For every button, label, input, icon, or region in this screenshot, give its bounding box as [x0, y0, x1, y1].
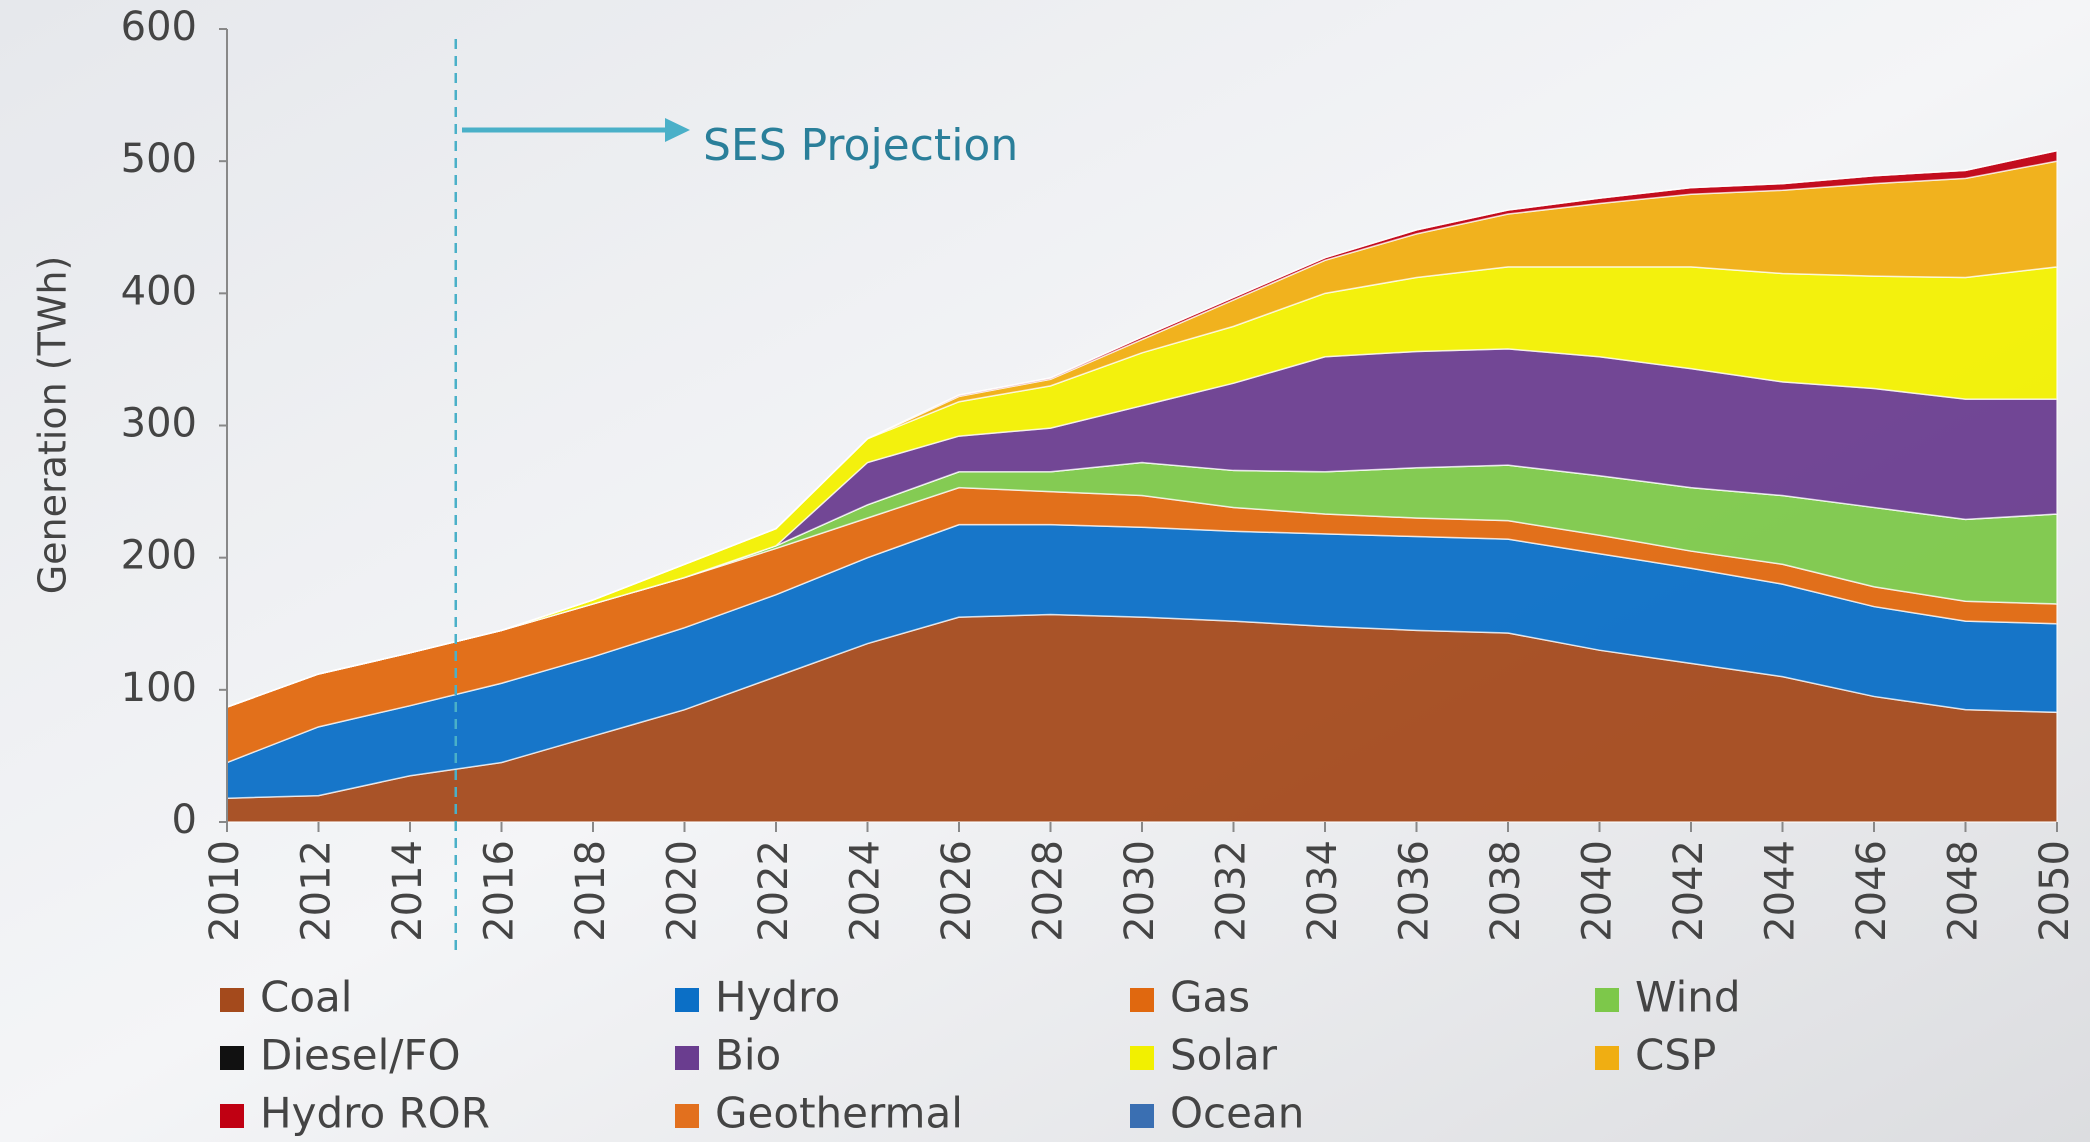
x-tick-label: 2034 — [1300, 840, 1346, 942]
annotation: SES Projection — [703, 120, 1018, 171]
legend-swatch — [1595, 988, 1619, 1012]
y-tick-label: 300 — [121, 401, 197, 447]
x-tick-label: 2014 — [385, 840, 431, 942]
legend-label: Diesel/FO — [260, 1031, 461, 1080]
legend-label: Geothermal — [715, 1089, 963, 1138]
y-tick-label: 0 — [172, 797, 197, 843]
y-tick-label: 200 — [121, 533, 197, 579]
legend-label: Ocean — [1170, 1089, 1304, 1138]
x-tick-label: 2020 — [660, 840, 706, 942]
legend-label: Gas — [1170, 973, 1250, 1022]
y-tick-label: 600 — [121, 4, 197, 50]
x-tick-label: 2016 — [477, 840, 523, 942]
legend-label: CSP — [1635, 1031, 1716, 1080]
legend-swatch — [675, 1104, 699, 1128]
x-tick-label: 2042 — [1666, 840, 1712, 942]
legend-swatch — [220, 1046, 244, 1070]
x-tick-label: 2050 — [2032, 840, 2078, 942]
legend-swatch — [1130, 1104, 1154, 1128]
legend-label: Wind — [1635, 973, 1741, 1022]
legend-label: Hydro — [715, 973, 840, 1022]
x-tick-label: 2038 — [1483, 840, 1529, 942]
x-tick-label: 2036 — [1392, 840, 1438, 942]
x-tick-label: 2044 — [1758, 840, 1804, 942]
x-tick-label: 2028 — [1026, 840, 1072, 942]
legend-label: Solar — [1170, 1031, 1278, 1080]
legend-swatch — [1595, 1046, 1619, 1070]
x-tick-label: 2032 — [1209, 840, 1255, 942]
legend-swatch — [675, 988, 699, 1012]
x-tick-label: 2018 — [568, 840, 614, 942]
legend-swatch — [220, 1104, 244, 1128]
legend-swatch — [1130, 988, 1154, 1012]
x-tick-label: 2040 — [1575, 840, 1621, 942]
legend-swatch — [1130, 1046, 1154, 1070]
x-tick-label: 2022 — [751, 840, 797, 942]
x-tick-label: 2024 — [843, 840, 889, 942]
chart: Generation (TWh) SES Projection 0 100 200 3… — [0, 0, 2090, 1142]
y-tick-label: 400 — [121, 268, 197, 314]
y-tick-label: 100 — [121, 665, 197, 711]
y-axis-label: Generation (TWh) — [31, 256, 75, 595]
legend-swatch — [220, 988, 244, 1012]
x-tick-label: 2030 — [1117, 840, 1163, 942]
x-tick-label: 2026 — [934, 840, 980, 942]
legend-swatch — [675, 1046, 699, 1070]
legend-label: Coal — [260, 973, 352, 1022]
y-tick-label: 500 — [121, 136, 197, 182]
legend-label: Bio — [715, 1031, 781, 1080]
x-tick-label: 2010 — [202, 840, 248, 942]
legend-label: Hydro ROR — [260, 1089, 490, 1138]
x-tick-label: 2012 — [294, 840, 340, 942]
x-tick-label: 2046 — [1849, 840, 1895, 942]
x-tick-label: 2048 — [1941, 840, 1987, 942]
